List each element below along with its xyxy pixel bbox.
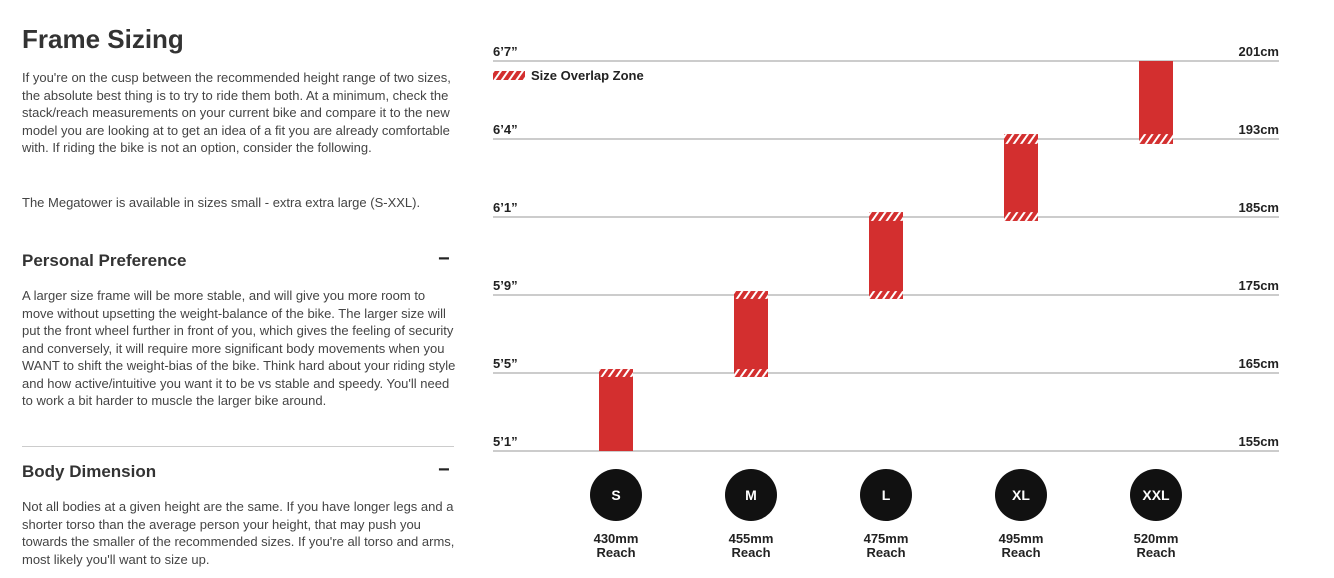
title: Frame Sizing <box>22 24 184 54</box>
y-tick-label-ft: 5’5” <box>493 356 518 371</box>
size-badge <box>995 469 1047 521</box>
size-range-bar <box>599 369 633 451</box>
y-tick-label-cm: 175cm <box>1239 278 1279 293</box>
reach-label: 495mm <box>999 531 1044 546</box>
size-badge <box>1130 469 1182 521</box>
reach-caption: Reach <box>866 545 905 560</box>
overlap-zone <box>869 212 903 221</box>
overlap-zone <box>1004 134 1038 144</box>
size-label: L <box>882 487 891 503</box>
section-heading[interactable]: Personal Preference <box>22 251 187 270</box>
overlap-zone <box>869 291 903 299</box>
overlap-zone <box>1139 134 1173 144</box>
size-label: XXL <box>1142 487 1170 503</box>
reach-caption: Reach <box>1136 545 1175 560</box>
y-tick-label-cm: 201cm <box>1239 44 1279 59</box>
size-badge <box>860 469 912 521</box>
overlap-zone <box>734 369 768 377</box>
y-tick-label-ft: 6’7” <box>493 44 518 59</box>
y-tick-label-cm: 185cm <box>1239 200 1279 215</box>
overlap-zone <box>734 291 768 299</box>
size-badge <box>590 469 642 521</box>
size-range-bar <box>869 212 903 299</box>
reach-label: 455mm <box>729 531 774 546</box>
legend-label: Size Overlap Zone <box>531 68 644 83</box>
reach-caption: Reach <box>731 545 770 560</box>
reach-caption: Reach <box>596 545 635 560</box>
y-tick-label-cm: 165cm <box>1239 356 1279 371</box>
size-label: S <box>611 487 620 503</box>
y-tick-label-ft: 5’9” <box>493 278 518 293</box>
paragraph: The Megatower is available in sizes smal… <box>22 195 421 210</box>
divider <box>22 446 454 447</box>
collapse-toggle[interactable]: − <box>438 248 450 270</box>
y-tick-label-cm: 155cm <box>1239 434 1279 449</box>
collapse-toggle[interactable]: − <box>438 459 450 481</box>
y-tick-label-cm: 193cm <box>1239 122 1279 137</box>
reach-label: 430mm <box>594 531 639 546</box>
y-tick-label-ft: 5’1” <box>493 434 518 449</box>
overlap-zone <box>599 369 633 377</box>
paragraph: Not all bodies at a given height are the… <box>22 499 455 567</box>
paragraph: If you're on the cusp between the recomm… <box>22 70 451 155</box>
paragraph: A larger size frame will be more stable,… <box>22 288 456 408</box>
size-range-bar <box>734 291 768 377</box>
size-range-bar <box>1139 61 1173 144</box>
y-tick-label-ft: 6’1” <box>493 200 518 215</box>
overlap-zone <box>1004 212 1038 221</box>
y-tick-label-ft: 6’4” <box>493 122 518 137</box>
reach-label: 475mm <box>864 531 909 546</box>
size-badge <box>725 469 777 521</box>
section-heading[interactable]: Body Dimension <box>22 462 157 481</box>
size-range-bar <box>1004 134 1038 221</box>
size-label: XL <box>1012 487 1030 503</box>
reach-caption: Reach <box>1001 545 1040 560</box>
size-label: M <box>745 487 757 503</box>
reach-label: 520mm <box>1134 531 1179 546</box>
legend-swatch <box>493 71 525 80</box>
